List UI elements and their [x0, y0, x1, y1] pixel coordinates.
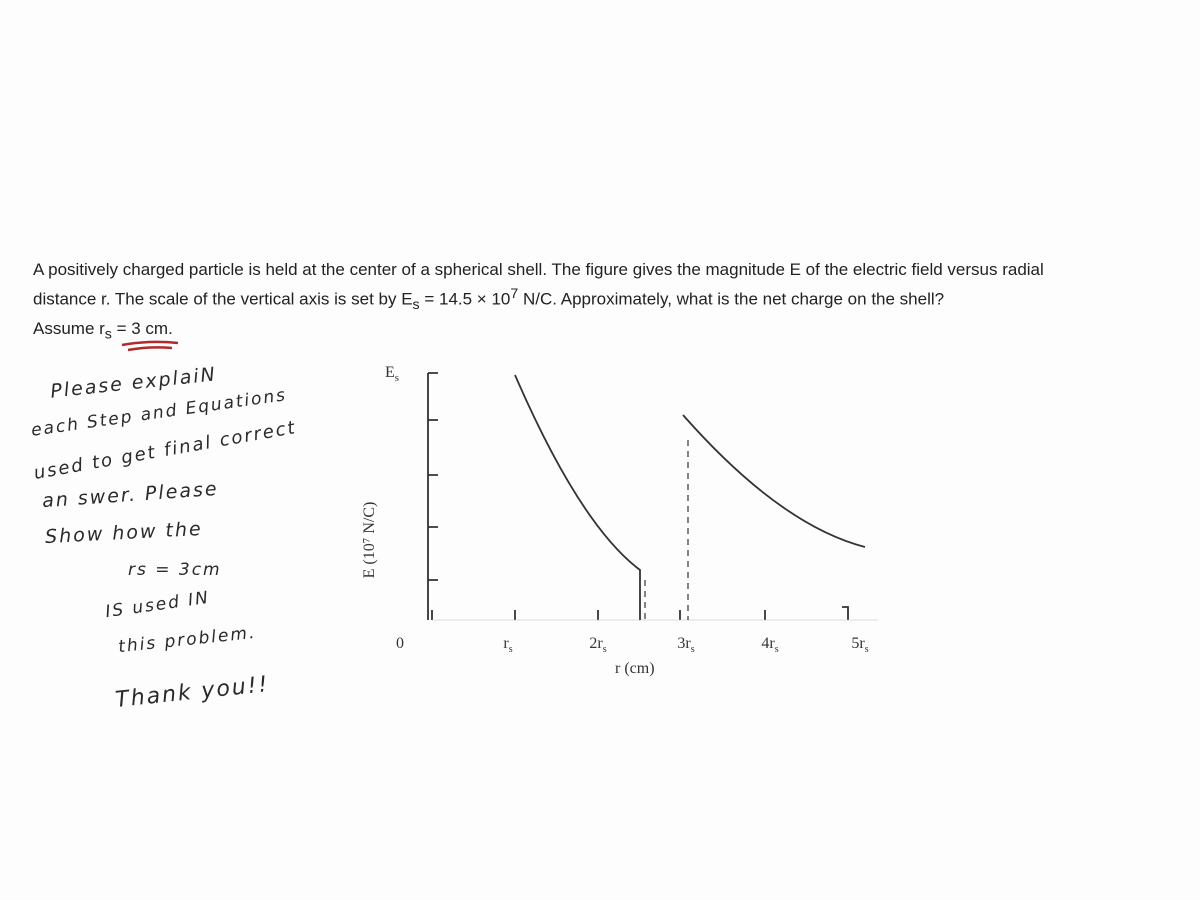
text: 4r	[761, 635, 775, 652]
axes	[427, 372, 878, 621]
problem-line: distance r. The scale of the vertical ax…	[33, 282, 1183, 317]
text: 2r	[589, 635, 603, 652]
x-axis-label: r (cm)	[615, 660, 655, 677]
underline	[121, 340, 179, 352]
text: N/C. Approximately, what is the net char…	[518, 289, 945, 309]
x-tick-labels: 0 rs 2rs 3rs 4rs 5rs	[396, 635, 869, 655]
x-tick-label: rs	[503, 635, 512, 655]
text: Assume r	[33, 319, 105, 339]
x-tick-label: 2rs	[589, 635, 606, 655]
problem-line: Assume rs = 3 cm.	[33, 317, 1183, 346]
text: s	[775, 644, 779, 655]
figure: Es E (10⁷ N/C) 0 rs 2rs 3rs 4rs 5rs r (cm)	[361, 364, 878, 677]
x-tick-label: 0	[396, 635, 404, 652]
x-tick-label: 3rs	[677, 635, 694, 655]
y-top-label: Es	[385, 364, 399, 384]
text: s	[865, 644, 869, 655]
text: s	[509, 644, 513, 655]
text: s	[395, 372, 399, 384]
problem-line: A positively charged particle is held at…	[33, 260, 1044, 279]
superscript: 7	[510, 286, 519, 302]
text: 3r	[677, 635, 691, 652]
text: s	[691, 644, 695, 655]
subscript: s	[412, 297, 420, 314]
text: r	[503, 635, 509, 652]
subscript: s	[104, 326, 112, 343]
text: s	[603, 644, 607, 655]
text: 5r	[851, 635, 865, 652]
problem-text: A positively charged particle is held at…	[33, 258, 1183, 346]
text: distance r. The scale of the vertical ax…	[33, 289, 413, 309]
x-tick-label: 5rs	[851, 635, 868, 655]
text: E	[385, 364, 395, 381]
y-axis-label: E (10⁷ N/C)	[361, 502, 378, 579]
x-tick-label: 4rs	[761, 635, 778, 655]
text: = 14.5 × 10	[419, 289, 511, 309]
handwritten-note: rs = 3cm	[128, 560, 222, 580]
text: 0	[396, 635, 404, 652]
text: = 3 cm.	[111, 319, 173, 339]
